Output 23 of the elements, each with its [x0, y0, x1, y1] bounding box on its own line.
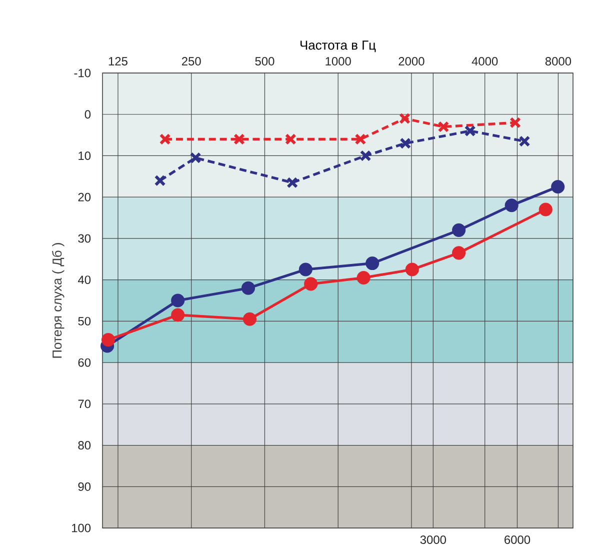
y-tick-label: 0	[84, 110, 91, 119]
y-tick-label: 100	[72, 524, 91, 532]
y-tick-label: 10	[78, 152, 91, 160]
x2-tick-label: 3000	[420, 536, 446, 544]
y-axis-title: Потеря слуха ( Дб )	[52, 243, 64, 358]
y-tick-label: 70	[78, 400, 91, 408]
x-tick-label: 125	[108, 57, 128, 66]
x-tick-label: 4000	[472, 57, 498, 66]
y-tick-label: 50	[78, 316, 91, 326]
x-tick-label: 8000	[545, 57, 572, 66]
y-tick-label: 20	[78, 192, 91, 202]
y-tick-label: 90	[78, 482, 91, 491]
x-tick-label: 1000	[326, 57, 351, 66]
x-tick-label: 500	[255, 57, 274, 66]
y-tick-label: -10	[74, 68, 91, 78]
y-tick-label: 60	[78, 358, 91, 367]
y-tick-label: 30	[78, 234, 91, 243]
x2-tick-label: 6000	[504, 536, 530, 544]
x-tick-label: 2000	[398, 57, 424, 66]
x-tick-label: 250	[182, 57, 201, 66]
y-tick-label: 80	[78, 441, 91, 450]
x-axis-title: Частота в Гц	[300, 40, 376, 52]
y-tick-label: 40	[78, 276, 91, 284]
